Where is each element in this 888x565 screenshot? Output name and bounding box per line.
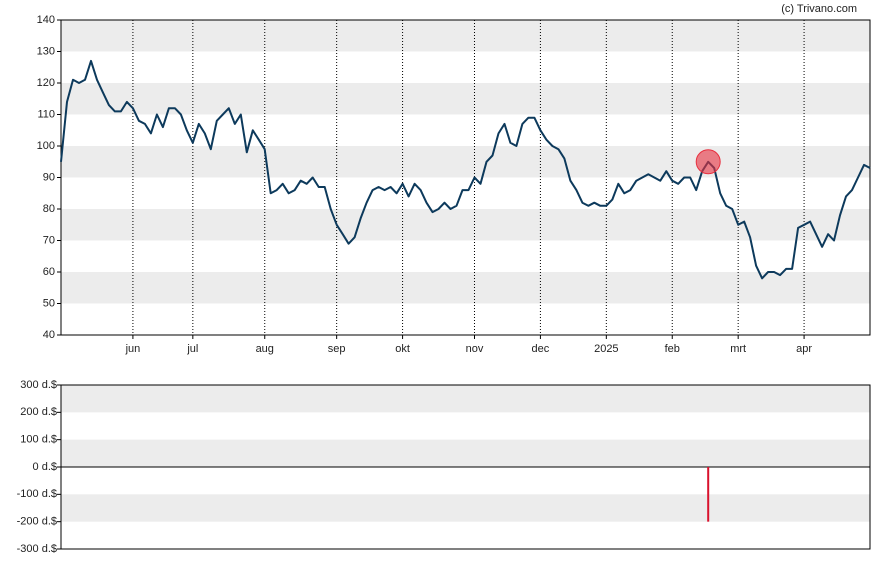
y-tick-label: 50 (43, 297, 55, 309)
grid-band (61, 439, 870, 467)
x-tick-label: okt (395, 343, 410, 355)
price-line (60, 59, 871, 280)
y-tick-label: -300 d.$ (17, 543, 57, 555)
y-tick-label: 40 (43, 329, 55, 341)
grid-band (61, 146, 870, 178)
y-tick-label: 120 (37, 77, 55, 89)
y-tick-label: 100 (37, 140, 55, 152)
x-tick-label: dec (532, 343, 550, 355)
y-tick-label: 110 (37, 108, 55, 120)
highlight-marker (695, 149, 721, 175)
y-tick-label: 140 (37, 14, 55, 26)
y-tick-label: 60 (43, 266, 55, 278)
grid-band (61, 20, 870, 52)
y-tick-label: 300 d.$ (20, 379, 57, 391)
y-tick-label: 80 (43, 203, 55, 215)
x-tick-label: apr (796, 343, 812, 355)
x-tick-label: aug (256, 343, 274, 355)
x-tick-label: jun (125, 343, 141, 355)
x-tick-label: jul (186, 343, 198, 355)
y-tick-label: 200 d.$ (20, 406, 57, 418)
y-tick-label: 90 (43, 171, 55, 183)
x-tick-label: sep (328, 343, 346, 355)
x-tick-label: feb (665, 343, 680, 355)
y-tick-label: -100 d.$ (17, 488, 57, 500)
source: (c) Trivano.com (781, 3, 857, 15)
y-tick-label: 100 d.$ (20, 434, 57, 446)
x-tick-label: mrt (730, 343, 746, 355)
x-tick-label: nov (466, 343, 484, 355)
grid-band (61, 272, 870, 304)
grid-band (61, 385, 870, 413)
y-tick-label: -200 d.$ (17, 516, 57, 528)
bar (707, 467, 710, 522)
grid-band (61, 494, 870, 522)
y-tick-label: 70 (43, 234, 55, 246)
plot-frame (60, 19, 871, 336)
grid-band (61, 83, 870, 115)
y-tick-label: 130 (37, 45, 55, 57)
x-tick-label: 2025 (594, 343, 618, 355)
y-tick-label: 0 d.$ (33, 461, 57, 473)
